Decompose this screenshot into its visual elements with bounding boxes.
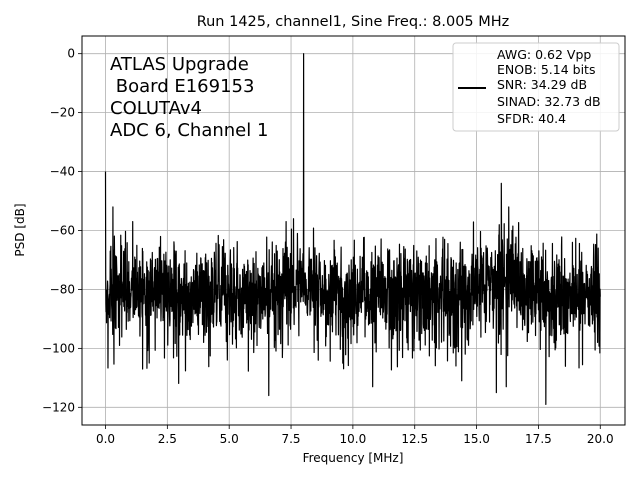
legend-entry: SFDR: 40.4 — [497, 111, 566, 126]
legend-entry: SNR: 34.29 dB — [497, 77, 587, 92]
x-tick-label: 7.5 — [281, 432, 300, 446]
legend-entry: ENOB: 5.14 bits — [497, 62, 595, 77]
y-tick-label: −100 — [42, 341, 75, 355]
x-tick-label: 17.5 — [525, 432, 552, 446]
y-axis-label: PSD [dB] — [13, 203, 27, 256]
x-tick-label: 0.0 — [96, 432, 115, 446]
y-tick-label: 0 — [67, 47, 75, 61]
x-axis-ticks: 0.0 2.5 5.0 7.5 10.0 12.5 15.0 17.5 20.0 — [96, 425, 614, 446]
x-tick-label: 5.0 — [220, 432, 239, 446]
plot-area — [104, 53, 601, 405]
chart-title: Run 1425, channel1, Sine Freq.: 8.005 MH… — [197, 14, 510, 30]
psd-series — [104, 53, 601, 405]
legend-box — [452, 42, 620, 132]
legend-entry: AWG: 0.62 Vpp — [497, 47, 591, 62]
y-tick-label: −80 — [50, 282, 75, 296]
psd-line — [104, 53, 601, 405]
y-axis-ticks: 0 −20 −40 −60 −80 −100 −120 — [42, 47, 82, 414]
board-annotation: ATLAS Upgrade Board E169153 COLUTAv4 ADC… — [110, 54, 268, 141]
x-tick-label: 15.0 — [463, 432, 490, 446]
y-tick-label: −60 — [50, 224, 75, 238]
x-tick-label: 2.5 — [158, 432, 177, 446]
annotation-line: ATLAS Upgrade — [110, 54, 249, 75]
y-tick-label: −40 — [50, 165, 75, 179]
annotation-line: Board E169153 — [110, 76, 254, 97]
x-tick-label: 10.0 — [340, 432, 367, 446]
x-tick-label: 20.0 — [587, 432, 614, 446]
legend: AWG: 0.62 Vpp ENOB: 5.14 bits SNR: 34.29… — [452, 42, 620, 132]
legend-entry: SINAD: 32.73 dB — [497, 94, 601, 109]
x-axis-label: Frequency [MHz] — [303, 451, 404, 465]
y-tick-label: −120 — [42, 400, 75, 414]
annotation-line: ADC 6, Channel 1 — [110, 120, 268, 141]
annotation-line: COLUTAv4 — [110, 98, 202, 119]
y-tick-label: −20 — [50, 106, 75, 120]
x-tick-label: 12.5 — [401, 432, 428, 446]
